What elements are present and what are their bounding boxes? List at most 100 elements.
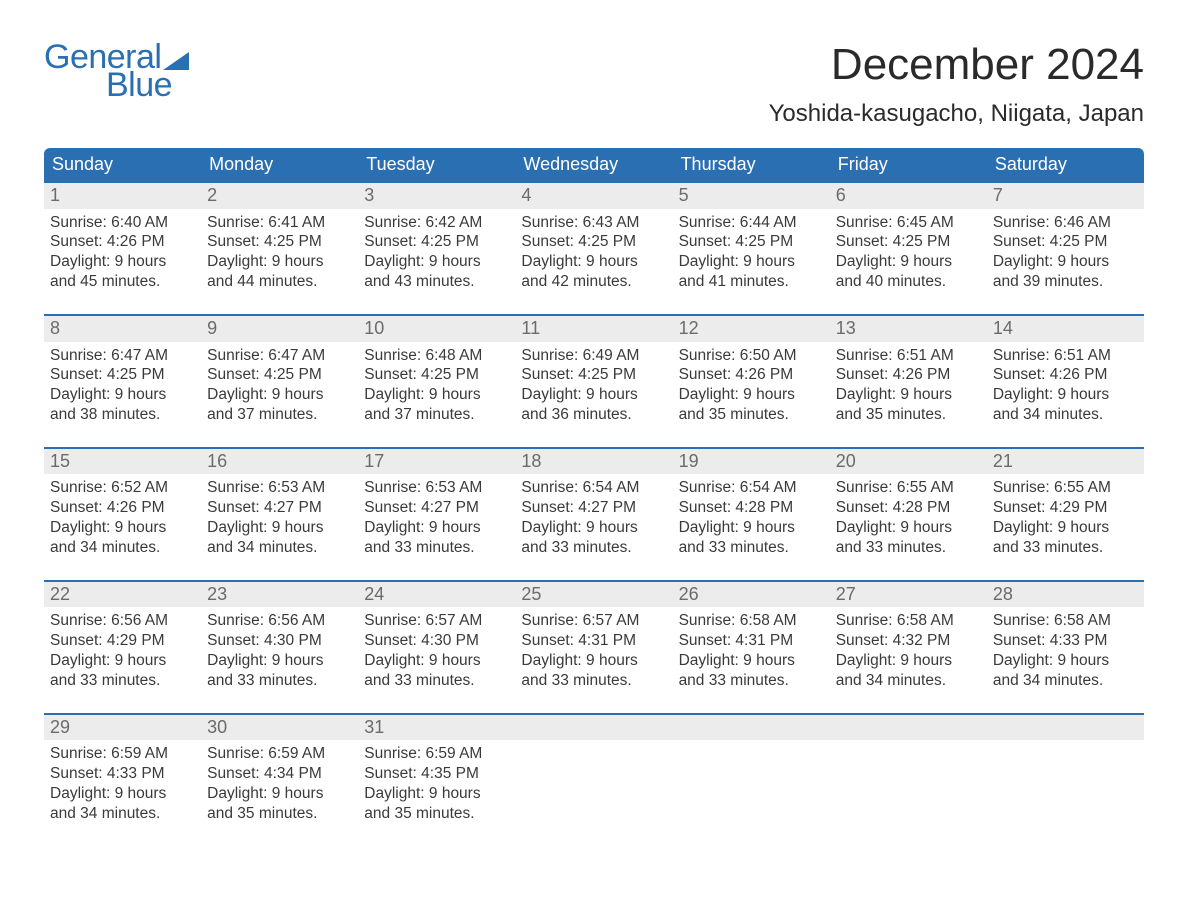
day-sunrise: Sunrise: 6:41 AM (207, 213, 352, 233)
weekday-thursday: Thursday (673, 148, 830, 181)
day-sunset: Sunset: 4:31 PM (679, 631, 824, 651)
day-cell: 20Sunrise: 6:55 AMSunset: 4:28 PMDayligh… (830, 447, 987, 580)
day-dl1: Daylight: 9 hours (364, 252, 509, 272)
day-body: Sunrise: 6:47 AMSunset: 4:25 PMDaylight:… (201, 342, 358, 447)
day-dl1: Daylight: 9 hours (679, 651, 824, 671)
day-dl2: and 45 minutes. (50, 272, 195, 292)
day-cell: 8Sunrise: 6:47 AMSunset: 4:25 PMDaylight… (44, 314, 201, 447)
day-body: Sunrise: 6:59 AMSunset: 4:34 PMDaylight:… (201, 740, 358, 845)
day-sunset: Sunset: 4:34 PM (207, 764, 352, 784)
day-body: Sunrise: 6:57 AMSunset: 4:30 PMDaylight:… (358, 607, 515, 712)
day-dl1: Daylight: 9 hours (364, 385, 509, 405)
day-cell: 26Sunrise: 6:58 AMSunset: 4:31 PMDayligh… (673, 580, 830, 713)
day-dl2: and 40 minutes. (836, 272, 981, 292)
day-dl2: and 44 minutes. (207, 272, 352, 292)
day-sunset: Sunset: 4:25 PM (521, 365, 666, 385)
day-cell: 12Sunrise: 6:50 AMSunset: 4:26 PMDayligh… (673, 314, 830, 447)
day-number: 27 (830, 580, 987, 608)
weekday-monday: Monday (201, 148, 358, 181)
day-cell: 24Sunrise: 6:57 AMSunset: 4:30 PMDayligh… (358, 580, 515, 713)
day-body: Sunrise: 6:41 AMSunset: 4:25 PMDaylight:… (201, 209, 358, 314)
day-dl1: Daylight: 9 hours (993, 385, 1138, 405)
day-sunset: Sunset: 4:25 PM (364, 232, 509, 252)
weekday-wednesday: Wednesday (515, 148, 672, 181)
day-sunrise: Sunrise: 6:48 AM (364, 346, 509, 366)
day-dl1: Daylight: 9 hours (50, 385, 195, 405)
day-cell: 16Sunrise: 6:53 AMSunset: 4:27 PMDayligh… (201, 447, 358, 580)
day-sunrise: Sunrise: 6:43 AM (521, 213, 666, 233)
day-dl2: and 37 minutes. (207, 405, 352, 425)
day-body: Sunrise: 6:48 AMSunset: 4:25 PMDaylight:… (358, 342, 515, 447)
day-dl1: Daylight: 9 hours (521, 518, 666, 538)
day-dl1: Daylight: 9 hours (207, 651, 352, 671)
day-number: 25 (515, 580, 672, 608)
day-number: 26 (673, 580, 830, 608)
day-body: Sunrise: 6:55 AMSunset: 4:29 PMDaylight:… (987, 474, 1144, 579)
day-sunrise: Sunrise: 6:59 AM (364, 744, 509, 764)
week-row: 15Sunrise: 6:52 AMSunset: 4:26 PMDayligh… (44, 447, 1144, 580)
day-body: Sunrise: 6:58 AMSunset: 4:31 PMDaylight:… (673, 607, 830, 712)
day-number (515, 713, 672, 741)
day-body: Sunrise: 6:44 AMSunset: 4:25 PMDaylight:… (673, 209, 830, 314)
day-number: 28 (987, 580, 1144, 608)
day-body: Sunrise: 6:43 AMSunset: 4:25 PMDaylight:… (515, 209, 672, 314)
week-row: 29Sunrise: 6:59 AMSunset: 4:33 PMDayligh… (44, 713, 1144, 846)
day-body: Sunrise: 6:45 AMSunset: 4:25 PMDaylight:… (830, 209, 987, 314)
day-body: Sunrise: 6:40 AMSunset: 4:26 PMDaylight:… (44, 209, 201, 314)
day-number (830, 713, 987, 741)
day-sunset: Sunset: 4:25 PM (836, 232, 981, 252)
day-number: 17 (358, 447, 515, 475)
day-sunrise: Sunrise: 6:50 AM (679, 346, 824, 366)
day-cell: 22Sunrise: 6:56 AMSunset: 4:29 PMDayligh… (44, 580, 201, 713)
day-sunrise: Sunrise: 6:47 AM (207, 346, 352, 366)
day-number: 12 (673, 314, 830, 342)
day-dl2: and 34 minutes. (993, 671, 1138, 691)
weekday-sunday: Sunday (44, 148, 201, 181)
day-body: Sunrise: 6:53 AMSunset: 4:27 PMDaylight:… (201, 474, 358, 579)
day-cell: 29Sunrise: 6:59 AMSunset: 4:33 PMDayligh… (44, 713, 201, 846)
day-cell: 7Sunrise: 6:46 AMSunset: 4:25 PMDaylight… (987, 181, 1144, 314)
day-number (987, 713, 1144, 741)
weeks-container: 1Sunrise: 6:40 AMSunset: 4:26 PMDaylight… (44, 181, 1144, 846)
day-sunrise: Sunrise: 6:56 AM (207, 611, 352, 631)
day-number: 18 (515, 447, 672, 475)
day-dl2: and 33 minutes. (679, 671, 824, 691)
day-cell: 17Sunrise: 6:53 AMSunset: 4:27 PMDayligh… (358, 447, 515, 580)
day-cell: 19Sunrise: 6:54 AMSunset: 4:28 PMDayligh… (673, 447, 830, 580)
day-number: 13 (830, 314, 987, 342)
day-cell: 31Sunrise: 6:59 AMSunset: 4:35 PMDayligh… (358, 713, 515, 846)
day-cell (830, 713, 987, 846)
title-block: December 2024 Yoshida-kasugacho, Niigata… (769, 40, 1144, 142)
day-dl2: and 35 minutes. (364, 804, 509, 824)
month-title: December 2024 (769, 40, 1144, 90)
day-cell: 5Sunrise: 6:44 AMSunset: 4:25 PMDaylight… (673, 181, 830, 314)
day-sunset: Sunset: 4:25 PM (207, 365, 352, 385)
day-body: Sunrise: 6:51 AMSunset: 4:26 PMDaylight:… (987, 342, 1144, 447)
day-number: 31 (358, 713, 515, 741)
day-sunset: Sunset: 4:25 PM (521, 232, 666, 252)
day-cell: 13Sunrise: 6:51 AMSunset: 4:26 PMDayligh… (830, 314, 987, 447)
day-dl2: and 35 minutes. (679, 405, 824, 425)
day-sunset: Sunset: 4:25 PM (679, 232, 824, 252)
day-sunset: Sunset: 4:26 PM (679, 365, 824, 385)
day-dl1: Daylight: 9 hours (521, 385, 666, 405)
day-dl1: Daylight: 9 hours (207, 385, 352, 405)
day-sunset: Sunset: 4:32 PM (836, 631, 981, 651)
day-sunset: Sunset: 4:35 PM (364, 764, 509, 784)
day-dl1: Daylight: 9 hours (207, 252, 352, 272)
day-dl2: and 34 minutes. (50, 538, 195, 558)
day-number: 6 (830, 181, 987, 209)
day-number: 5 (673, 181, 830, 209)
day-sunrise: Sunrise: 6:58 AM (836, 611, 981, 631)
day-dl2: and 33 minutes. (364, 538, 509, 558)
day-number: 24 (358, 580, 515, 608)
day-sunrise: Sunrise: 6:57 AM (364, 611, 509, 631)
day-cell: 23Sunrise: 6:56 AMSunset: 4:30 PMDayligh… (201, 580, 358, 713)
day-dl2: and 34 minutes. (207, 538, 352, 558)
day-dl2: and 34 minutes. (50, 804, 195, 824)
day-sunset: Sunset: 4:33 PM (993, 631, 1138, 651)
day-sunrise: Sunrise: 6:58 AM (679, 611, 824, 631)
weekday-tuesday: Tuesday (358, 148, 515, 181)
weekday-header-row: Sunday Monday Tuesday Wednesday Thursday… (44, 148, 1144, 181)
day-body: Sunrise: 6:54 AMSunset: 4:27 PMDaylight:… (515, 474, 672, 579)
